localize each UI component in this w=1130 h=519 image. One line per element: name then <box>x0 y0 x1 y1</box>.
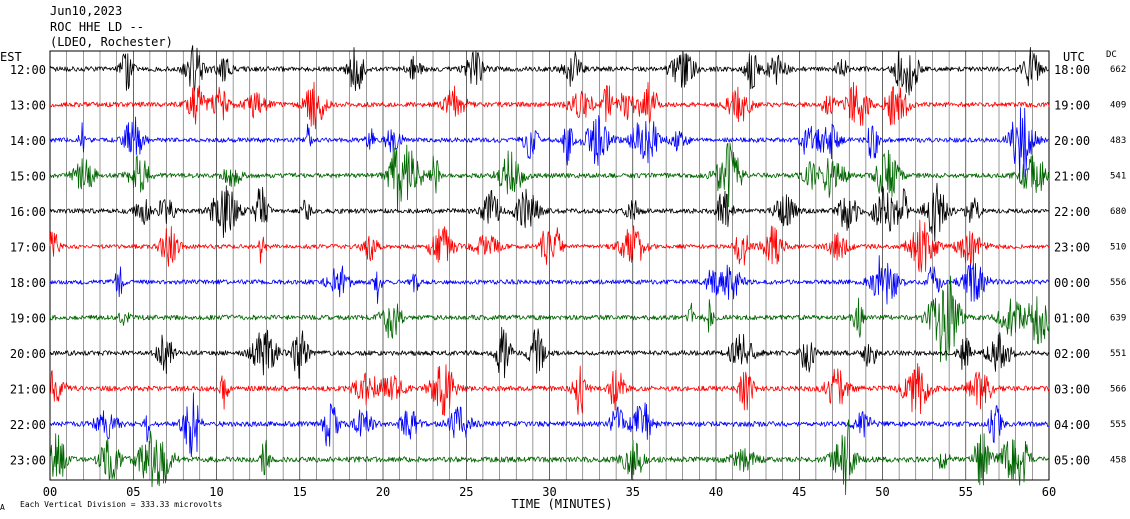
utc-hour-label: 02:00 <box>1054 347 1090 361</box>
x-tick-label: 25 <box>459 485 473 499</box>
x-tick-label: 20 <box>376 485 390 499</box>
trace-1600 <box>49 182 1050 242</box>
x-tick-label: 05 <box>126 485 140 499</box>
chart-date: Jun10,2023 <box>50 4 122 18</box>
trace-2100 <box>49 363 1050 416</box>
x-tick-label: 60 <box>1042 485 1056 499</box>
est-axis-label: EST <box>0 50 22 64</box>
dc-offset-value: 483 <box>1110 136 1126 146</box>
dc-offset-value: 680 <box>1110 207 1126 217</box>
x-axis-title: TIME (MINUTES) <box>511 497 612 511</box>
utc-hour-label: 01:00 <box>1054 312 1090 326</box>
utc-hour-label: 19:00 <box>1054 99 1090 113</box>
trace-1400 <box>49 107 1050 181</box>
est-hour-label: 15:00 <box>10 170 46 184</box>
x-tick-label: 50 <box>875 485 889 499</box>
x-tick-label: 30 <box>542 485 556 499</box>
utc-hour-label: 23:00 <box>1054 241 1090 255</box>
est-hour-label: 18:00 <box>10 276 46 290</box>
est-hour-label: 14:00 <box>10 134 46 148</box>
est-hour-label: 20:00 <box>10 347 46 361</box>
est-hour-label: 16:00 <box>10 205 46 219</box>
trace-1800 <box>49 255 1050 305</box>
x-tick-label: 00 <box>43 485 57 499</box>
trace-2300 <box>49 419 1050 496</box>
dc-offset-value: 458 <box>1110 456 1126 466</box>
est-hour-label: 17:00 <box>10 241 46 255</box>
x-tick-label: 55 <box>959 485 973 499</box>
est-hour-label: 23:00 <box>10 454 46 468</box>
utc-hour-label: 21:00 <box>1054 170 1090 184</box>
dc-offset-value: 566 <box>1110 385 1126 395</box>
row-labels: 12:00 18:00 662 13:00 19:00 409 14:00 20:00 483 1… <box>10 63 1126 468</box>
x-axis-ticks: 00 05 10 15 20 25 30 35 40 45 50 55 60 <box>43 485 1056 499</box>
dc-offset-value: 555 <box>1110 420 1126 430</box>
est-hour-label: 12:00 <box>10 63 46 77</box>
utc-hour-label: 00:00 <box>1054 276 1090 290</box>
corner-mark: A <box>0 503 5 512</box>
utc-hour-label: 18:00 <box>1054 63 1090 77</box>
dc-offset-value: 639 <box>1110 314 1126 324</box>
x-tick-label: 10 <box>209 485 223 499</box>
dc-offset-value: 556 <box>1110 278 1126 288</box>
minute-grid <box>66 51 1033 480</box>
dc-offset-value: 541 <box>1110 172 1126 182</box>
utc-hour-label: 05:00 <box>1054 454 1090 468</box>
est-hour-label: 13:00 <box>10 99 46 113</box>
est-hour-label: 22:00 <box>10 418 46 432</box>
x-tick-label: 45 <box>792 485 806 499</box>
dc-axis-label: DC <box>1106 50 1117 60</box>
seismic-traces <box>49 45 1050 496</box>
scale-note: Each Vertical Division = 333.33 microvol… <box>20 500 222 509</box>
trace-1700 <box>49 219 1050 273</box>
utc-hour-label: 03:00 <box>1054 383 1090 397</box>
dc-offset-value: 551 <box>1110 349 1126 359</box>
utc-hour-label: 04:00 <box>1054 418 1090 432</box>
trace-1200 <box>49 45 1050 96</box>
chart-location: (LDEO, Rochester) <box>50 35 173 49</box>
trace-1500 <box>49 142 1050 213</box>
est-hour-label: 21:00 <box>10 383 46 397</box>
trace-2200 <box>49 392 1050 458</box>
est-hour-label: 19:00 <box>10 312 46 326</box>
dc-offset-value: 510 <box>1110 243 1126 253</box>
trace-2000 <box>49 326 1049 379</box>
dc-offset-value: 662 <box>1110 65 1126 75</box>
utc-hour-label: 20:00 <box>1054 134 1090 148</box>
trace-1900 <box>49 275 1050 363</box>
utc-axis-label: UTC <box>1063 50 1085 64</box>
x-tick-label: 40 <box>709 485 723 499</box>
chart-station: ROC HHE LD -- <box>50 20 144 34</box>
dc-offset-value: 409 <box>1110 101 1126 111</box>
x-tick-label: 15 <box>293 485 307 499</box>
utc-hour-label: 22:00 <box>1054 205 1090 219</box>
x-tick-label: 35 <box>626 485 640 499</box>
trace-1300 <box>50 81 1050 130</box>
